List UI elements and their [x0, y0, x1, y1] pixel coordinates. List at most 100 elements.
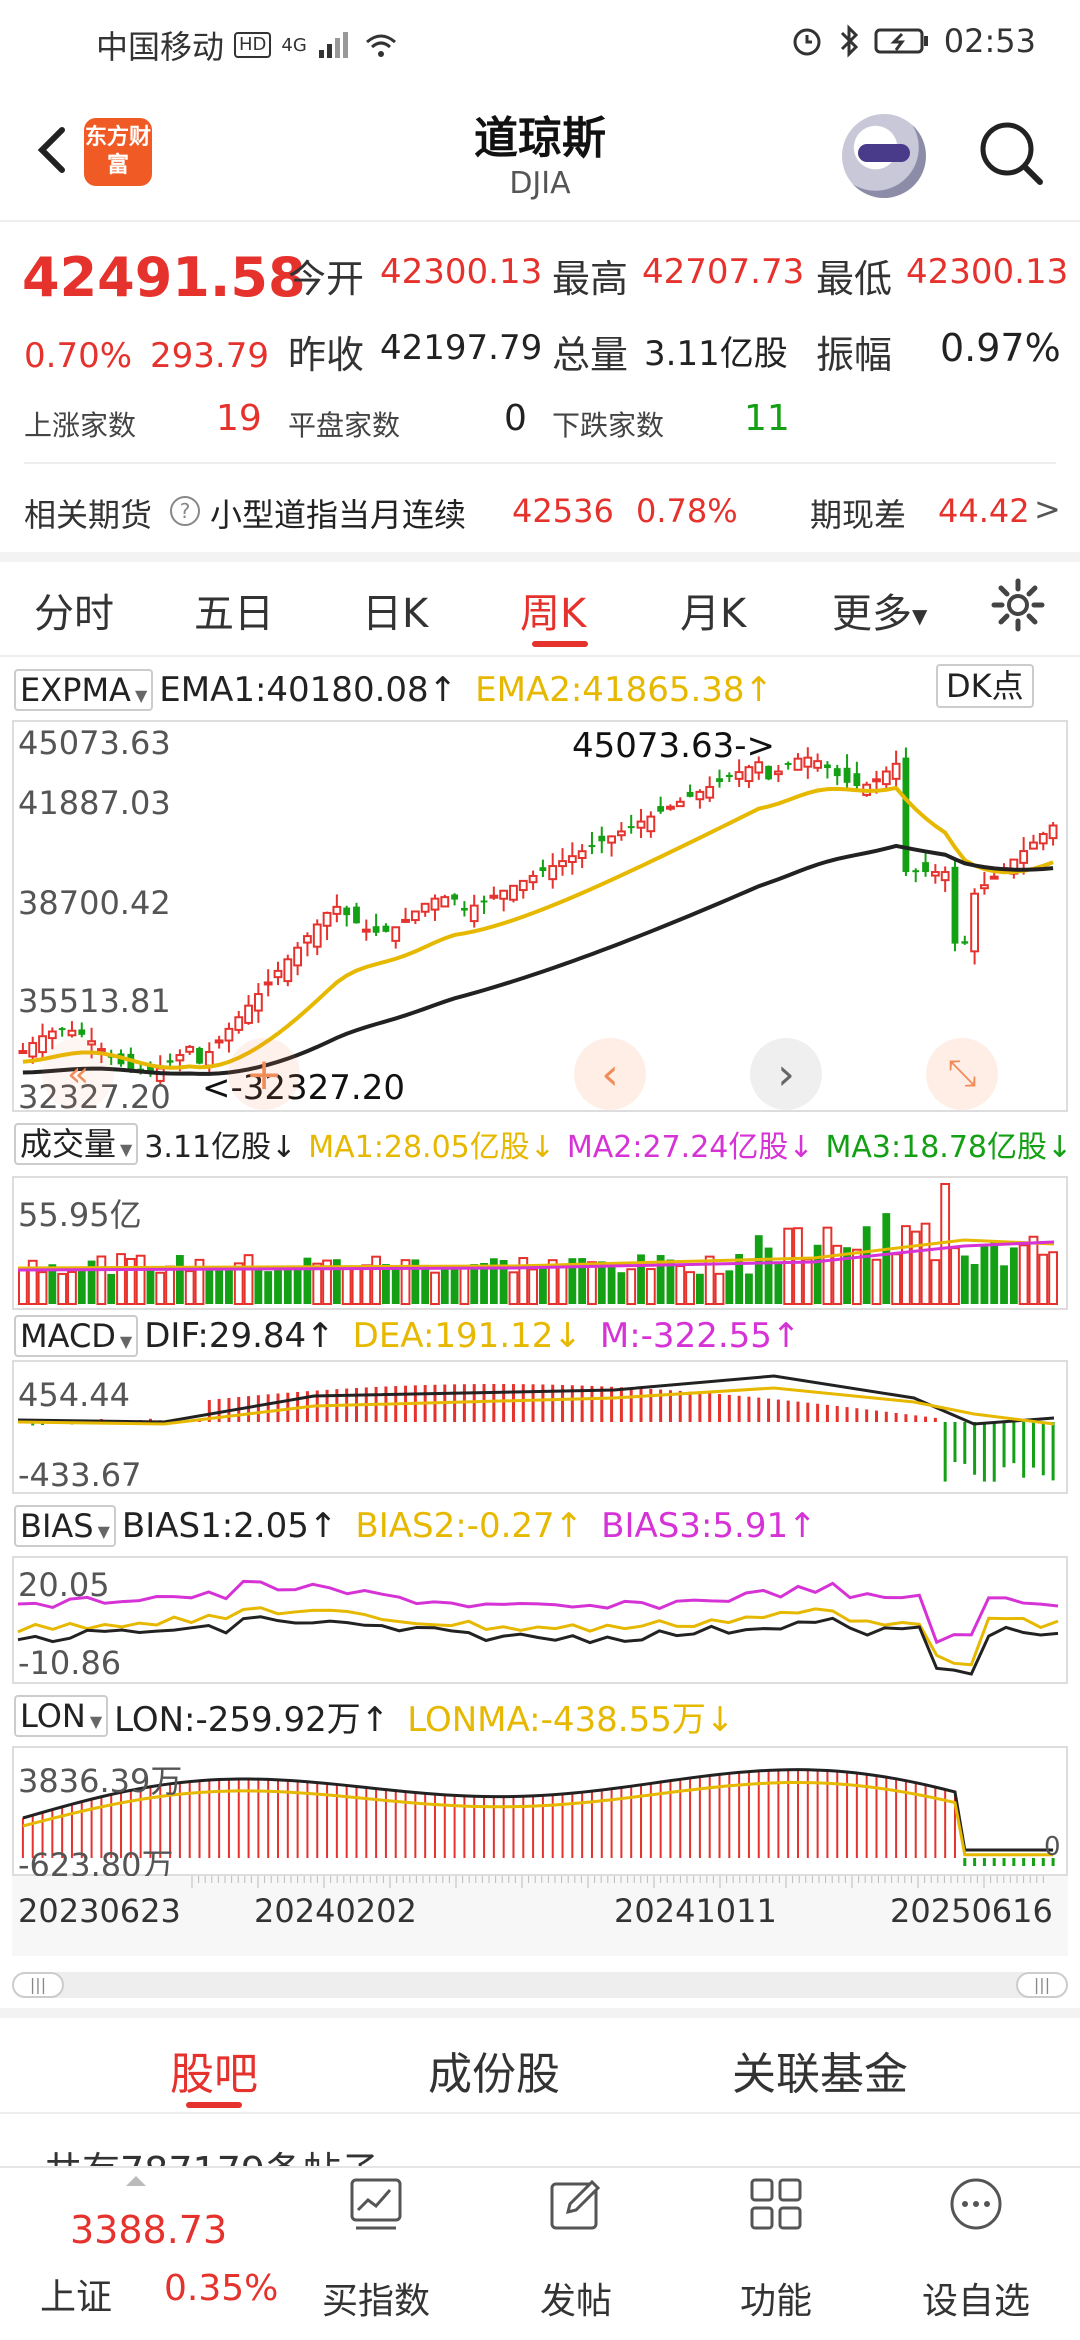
rewind-icon[interactable]: «: [42, 1038, 114, 1110]
volume-bar: [27, 1259, 38, 1305]
lon-select[interactable]: LON ▼: [14, 1695, 109, 1737]
back-icon[interactable]: [24, 120, 84, 180]
volume-label: 总量: [552, 333, 629, 377]
volume-select-label: 成交量: [20, 1125, 117, 1163]
bias-select[interactable]: BIAS ▼: [14, 1505, 116, 1547]
bias3-value: BIAS3:5.91↑: [601, 1506, 817, 1546]
futures-percent: 0.78%: [636, 492, 738, 530]
candle-body: [646, 815, 656, 833]
divider: [0, 2112, 1080, 2114]
candle-body: [343, 907, 351, 916]
plus-icon[interactable]: +: [228, 1038, 300, 1110]
chart-icon: [350, 2178, 402, 2230]
macd-select[interactable]: MACD ▼: [14, 1315, 139, 1357]
nav-functions[interactable]: 功能: [676, 2168, 876, 2340]
volume-bar: [175, 1255, 184, 1304]
low-value: 42300.13: [906, 252, 1069, 292]
y-label: 55.95亿: [18, 1196, 142, 1234]
change-value: 293.79: [150, 336, 269, 376]
candle-body: [872, 778, 881, 783]
range-scrollbar[interactable]: ||| |||: [12, 1972, 1068, 1998]
nav-add-watchlist[interactable]: 设自选: [876, 2168, 1076, 2340]
tab-month-k[interactable]: 月K: [680, 591, 747, 637]
tab-forum[interactable]: 股吧: [170, 2049, 258, 2100]
candle-body: [18, 1050, 28, 1055]
volume-bar: [508, 1271, 519, 1306]
volume-bar: [735, 1254, 744, 1304]
tab-related-funds[interactable]: 关联基金: [732, 2049, 908, 2100]
volume-bar: [489, 1258, 498, 1304]
date-axis: 20230623 20240202 20241011 20250616: [12, 1876, 1068, 1956]
nav-post[interactable]: 发帖: [476, 2168, 676, 2340]
expand-icon[interactable]: ⤡: [926, 1038, 998, 1110]
tab-week-k[interactable]: 周K: [520, 591, 587, 637]
lon-header: LON ▼ LON:-259.92万↑ LONMA:-438.55万↓: [14, 1694, 734, 1740]
basis-arrow[interactable]: >: [1034, 490, 1061, 528]
volume-bar: [901, 1225, 911, 1305]
candle-body: [353, 906, 360, 924]
volume-bar: [578, 1258, 587, 1304]
page-title: 道琼斯: [474, 113, 606, 164]
candle-body: [147, 1066, 154, 1072]
candle-body: [47, 1030, 57, 1040]
volume-bar: [459, 1266, 470, 1305]
tab-day-k[interactable]: 日K: [362, 591, 429, 637]
right-arrow-icon[interactable]: ›: [750, 1038, 822, 1110]
lon-svg: [21, 1768, 1055, 1866]
candle-body: [970, 892, 980, 953]
assistant-avatar[interactable]: [842, 114, 926, 198]
down-count: 11: [744, 398, 790, 439]
volume-bar: [274, 1267, 282, 1304]
edit-icon: [550, 2179, 601, 2230]
candle-body: [598, 835, 606, 842]
help-icon[interactable]: ?: [168, 494, 202, 528]
tab-more[interactable]: 更多▼: [832, 581, 927, 639]
nav-post-label: 发帖: [539, 2281, 612, 2322]
tab-five-day[interactable]: 五日: [194, 591, 274, 637]
macd-chart[interactable]: 454.44 -433.67: [12, 1360, 1068, 1494]
volume-bar: [793, 1227, 803, 1305]
post-count: 共有787179条帖子: [44, 2140, 379, 2166]
candle-body: [58, 1028, 66, 1031]
candle-body: [461, 907, 468, 911]
candle-body: [754, 761, 764, 774]
date-label: 20241011: [614, 1892, 777, 1930]
candle-body: [303, 935, 312, 944]
left-arrow-icon[interactable]: ‹: [574, 1038, 646, 1110]
volume-bar: [587, 1261, 597, 1305]
volume-bar: [37, 1271, 48, 1306]
candle-body: [1019, 850, 1029, 864]
candle-body: [451, 894, 459, 900]
scroll-handle-right[interactable]: |||: [1016, 1972, 1068, 1998]
nav-buy-index[interactable]: 买指数: [276, 2168, 476, 2340]
volume-bar: [450, 1264, 459, 1304]
scroll-handle-left[interactable]: |||: [12, 1972, 64, 1998]
candle-body: [666, 805, 675, 810]
bluetooth-icon: [840, 24, 858, 58]
candle-body: [705, 785, 715, 799]
index-percent: 0.35%: [164, 2268, 279, 2309]
dk-button[interactable]: DK点: [936, 664, 1034, 708]
volume-bar: [607, 1265, 616, 1304]
date-label: 20230623: [18, 1892, 181, 1930]
tab-minute[interactable]: 分时: [34, 591, 114, 637]
lon-chart[interactable]: 3836.39万 -623.80万 0: [12, 1746, 1068, 1884]
volume-chart[interactable]: 55.95亿: [12, 1176, 1068, 1310]
search-icon[interactable]: [976, 118, 1046, 188]
candle-body: [607, 835, 616, 844]
volume-bar: [675, 1265, 686, 1305]
index-ticker[interactable]: 3388.73 上证 0.35%: [0, 2168, 290, 2340]
volume-bar: [783, 1227, 794, 1305]
kline-chart[interactable]: 45073.63 41887.03 38700.42 35513.81 3232…: [12, 720, 1068, 1116]
gear-icon[interactable]: [990, 577, 1046, 633]
lon-value: LON:-259.92万↑: [114, 1699, 390, 1740]
volume-ma1: MA1:28.05亿股↓: [308, 1130, 555, 1165]
tab-constituents[interactable]: 成份股: [428, 2049, 560, 2100]
app-logo[interactable]: 东方财富: [84, 118, 152, 186]
futures-name[interactable]: 小型道指当月连续: [210, 496, 467, 534]
candle-body: [686, 791, 694, 797]
bias-chart[interactable]: 20.05 -10.86: [12, 1556, 1068, 1684]
expma-select[interactable]: EXPMA ▼: [14, 669, 154, 711]
hd-badge: HD: [234, 32, 272, 58]
volume-select[interactable]: 成交量 ▼: [14, 1123, 139, 1165]
